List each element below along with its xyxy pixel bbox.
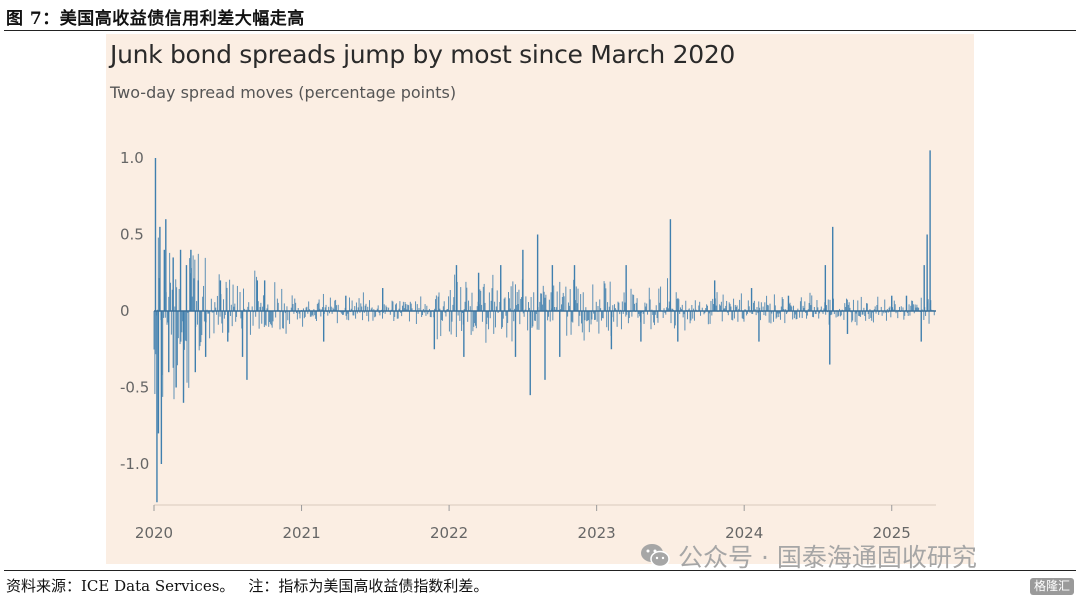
watermark: 公众号 · 国泰海通固收研究 bbox=[640, 538, 977, 574]
corner-logo: 格隆汇 bbox=[1029, 578, 1074, 595]
source-line: 资料来源：ICE Data Services。 注：指标为美国高收益债指数利差。 bbox=[6, 575, 488, 596]
y-tick-label: -0.5 bbox=[120, 379, 149, 397]
wechat-icon bbox=[641, 544, 670, 568]
source-note: 注：指标为美国高收益债指数利差。 bbox=[248, 577, 489, 595]
y-tick-label: -1.0 bbox=[120, 455, 149, 473]
x-tick-label: 2020 bbox=[135, 524, 173, 542]
watermark-text: 公众号 · 国泰海通固收研究 bbox=[678, 543, 977, 572]
axis-group: 1.0 0.5 0 -0.5 -1.0 2020 2021 2022 2023 2024 2025 bbox=[120, 149, 936, 542]
x-tick-label: 2021 bbox=[282, 524, 320, 542]
chart-title: Junk bond spreads jump by most since Mar… bbox=[110, 40, 736, 69]
chart-svg: 1.0 0.5 0 -0.5 -1.0 2020 2021 2022 2023 2024 2025 bbox=[120, 149, 936, 542]
chart-panel: 1.0 0.5 0 -0.5 -1.0 2020 2021 2022 2023 2024 2025 … bbox=[106, 34, 974, 564]
x-tick-label: 2022 bbox=[430, 524, 468, 542]
bars-group bbox=[153, 150, 936, 503]
x-tick-label: 2023 bbox=[578, 524, 616, 542]
y-tick-label: 1.0 bbox=[120, 149, 144, 167]
figure-caption: 图 7：美国高收益债信用利差大幅走高 bbox=[6, 9, 305, 29]
source-label: 资料来源：ICE Data Services。 bbox=[6, 577, 235, 595]
bottom-rule bbox=[4, 570, 1076, 571]
y-tick-label: 0.5 bbox=[120, 226, 144, 244]
x-tick-label: 2024 bbox=[725, 524, 763, 542]
chart-subtitle: Two-day spread moves (percentage points) bbox=[110, 83, 457, 102]
x-tick-label: 2025 bbox=[873, 524, 911, 542]
top-rule bbox=[4, 30, 1076, 31]
y-tick-label: 0 bbox=[120, 302, 130, 320]
